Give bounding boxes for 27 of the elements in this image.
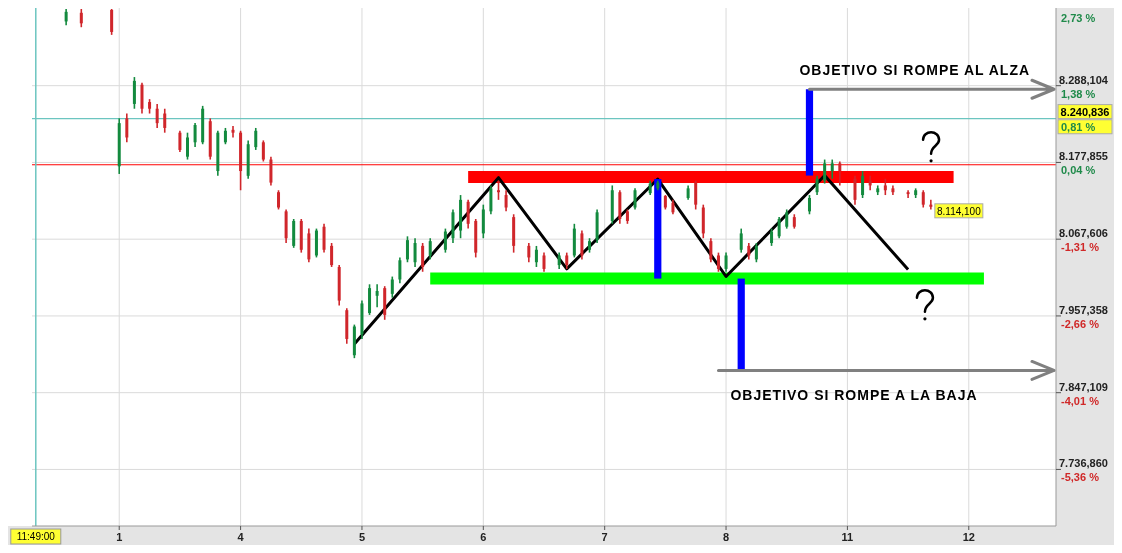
x-tick-label: 5 (358, 531, 366, 543)
x-tick-label: 4 (237, 531, 245, 543)
ref-line-label: 8.240,836 (1060, 105, 1110, 118)
y2-tick-label: -2,66 % (1061, 317, 1100, 330)
x-tick-label: 11:49:00 (16, 531, 56, 542)
x-tick-label: 1 (116, 531, 123, 543)
y-tick-label: 8.067,606 (1059, 227, 1108, 240)
y-tick-label: 7.847,109 (1059, 380, 1108, 393)
y2-tick-label: -4,01 % (1061, 394, 1100, 407)
y2-tick-label: 2,73 % (1061, 11, 1096, 24)
annotation: OBJETIVO SI ROMPE AL ALZA (799, 62, 1031, 79)
y2-tick-label: 0,04 % (1061, 164, 1096, 177)
annotation: OBJETIVO SI ROMPE A LA BAJA (730, 387, 978, 404)
y2-tick-label: -1,31 % (1061, 241, 1100, 254)
annotation: 8.114,100 (936, 205, 982, 217)
y-tick-label: 7.736,860 (1059, 457, 1108, 470)
x-tick-label: 6 (480, 531, 487, 543)
x-tick-label: 8 (722, 531, 730, 543)
y2-tick-label: 0,81 % (1061, 120, 1096, 133)
y-tick-label: 8.288,104 (1059, 73, 1109, 86)
x-tick-label: 12 (962, 531, 975, 543)
y-tick-label: 7.957,358 (1059, 303, 1108, 316)
x-tick-label: 11 (841, 531, 854, 543)
y2-tick-label: 1,38 % (1061, 88, 1096, 101)
y-tick-label: 8.177,855 (1059, 150, 1108, 163)
y2-tick-label: -5,36 % (1061, 471, 1100, 484)
x-tick-label: 7 (601, 531, 608, 543)
